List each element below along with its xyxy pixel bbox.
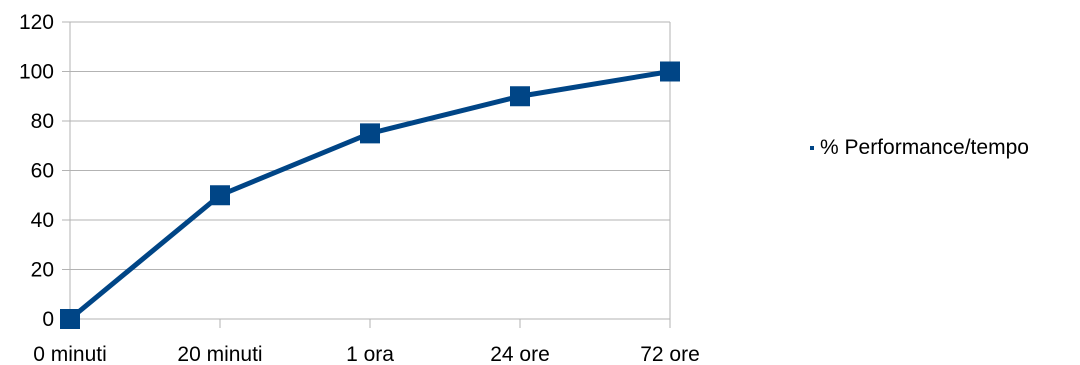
y-tick-label: 100 (19, 61, 54, 84)
series-group (60, 61, 680, 329)
x-tick-label: 1 ora (346, 343, 394, 365)
y-tick-label: 40 (31, 209, 54, 232)
y-tick-label: 20 (31, 259, 54, 282)
y-tick-label: 80 (31, 110, 54, 133)
data-point-marker (210, 185, 230, 206)
legend-label: % Performance/tempo (820, 136, 1029, 159)
y-tick-label: 60 (31, 160, 54, 183)
x-tick-label: 24 ore (490, 343, 550, 365)
data-point-marker (660, 61, 680, 82)
data-point-marker (60, 309, 80, 329)
gridlines (70, 21, 671, 319)
legend: % Performance/tempo (810, 136, 1029, 160)
x-axis-ticks: 0 minuti 20 minuti 1 ora 24 ore 72 ore (33, 319, 700, 365)
x-tick-label: 0 minuti (33, 343, 107, 365)
y-tick-label: 0 (42, 308, 54, 331)
y-axis-ticks: 0 20 40 60 80 100 120 (19, 11, 70, 331)
x-tick-label: 72 ore (640, 343, 700, 365)
y-tick-label: 120 (19, 11, 54, 34)
data-point-marker (360, 123, 380, 144)
legend-swatch (810, 146, 814, 150)
series-line (68, 69, 671, 321)
x-tick-label: 20 minuti (177, 343, 262, 365)
data-point-marker (510, 86, 530, 107)
